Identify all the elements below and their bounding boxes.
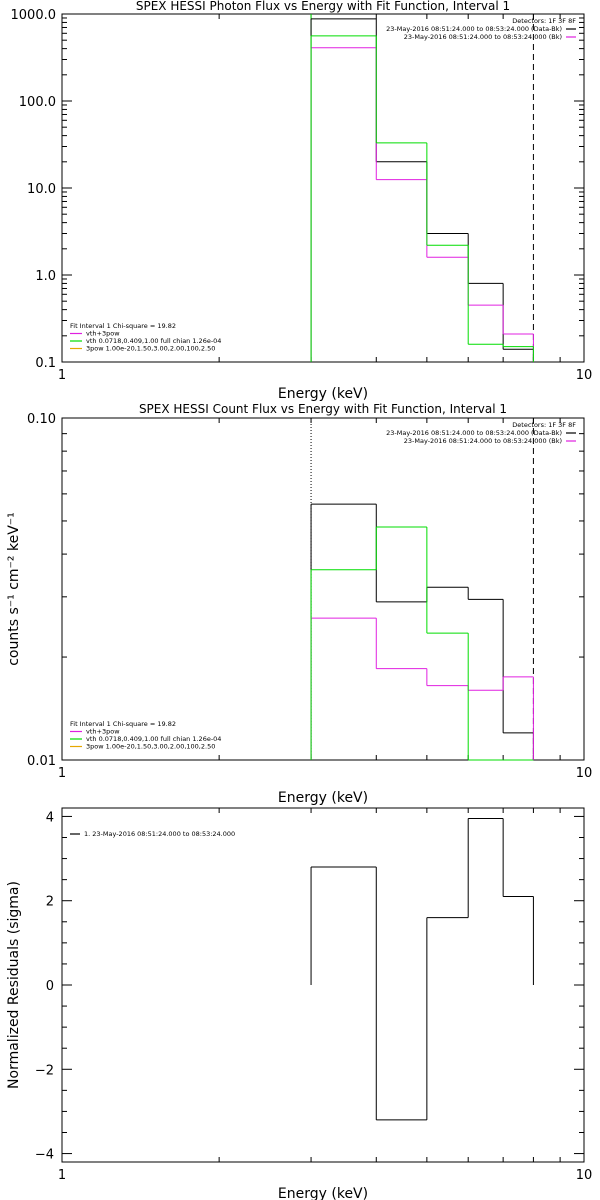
chart-panel-3: 1 10 Energy (keV) −4 −2 0 2 4 Normalized Residua… [6, 807, 593, 1200]
x-tick-label: 1 [58, 766, 66, 781]
x-axis-label: Energy (keV) [278, 790, 368, 806]
series-2 [310, 47, 534, 362]
legend-header: Detectors: 1F 3F 8F [512, 421, 576, 429]
legend-entry-label: 3pow 1.00e-20,1.50,3.00,2.00,100,2.50 [86, 345, 215, 353]
y-tick-label: 0.10 [27, 412, 56, 427]
legend-header: Fit Interval 1 Chi-square = 19.82 [70, 322, 176, 330]
series-1 [310, 503, 534, 760]
legend-header: Detectors: 1F 3F 8F [512, 17, 576, 25]
y-tick-label: 4 [46, 810, 54, 825]
legend-entry-label: 23-May-2016 08:51:24.000 to 08:53:24.000… [386, 25, 562, 33]
y-axis-label: Normalized Residuals (sigma) [6, 881, 22, 1089]
y-tick-label: 100.0 [19, 95, 56, 110]
plot-frame [61, 13, 585, 363]
y-axis-label: counts s⁻¹ cm⁻² keV⁻¹ [6, 512, 22, 666]
y-tick-label: 0 [46, 979, 54, 994]
legend-entry-label: vth 0.0718,0.409,1.00 full chian 1.26e-0… [86, 337, 221, 345]
legend-entry-label: vth+3pow [86, 728, 120, 736]
y-tick-label: 1000.0 [11, 8, 57, 23]
legend-entry-label: vth 0.0718,0.409,1.00 full chian 1.26e-0… [86, 735, 221, 743]
x-axis-label: Energy (keV) [278, 386, 368, 402]
chart-title: SPEX HESSI Photon Flux vs Energy with Fi… [136, 0, 510, 13]
chart-panel-1: SPEX HESSI Photon Flux vs Energy with Fi… [11, 0, 593, 402]
y-tick-label: −2 [35, 1063, 54, 1078]
x-axis-label: Energy (keV) [278, 1186, 368, 1200]
series-1 [310, 18, 534, 362]
series-3 [310, 526, 534, 761]
legend-entry-label: 23-May-2016 08:51:24.000 to 08:53:24.000… [404, 437, 562, 445]
legend-entry-label: 23-May-2016 08:51:24.000 to 08:53:24.000… [386, 429, 562, 437]
x-tick-label: 1 [58, 1168, 66, 1183]
x-tick-label: 10 [576, 766, 593, 781]
y-tick-label: −4 [35, 1148, 54, 1163]
x-tick-label: 10 [576, 368, 593, 383]
y-tick-label: 1.0 [35, 269, 56, 284]
y-tick-label: 2 [46, 895, 54, 910]
plot-frame [61, 807, 585, 1163]
y-tick-label: 0.01 [27, 754, 56, 769]
chart-panel-2: SPEX HESSI Count Flux vs Energy with Fit… [6, 402, 592, 806]
plot-frame [61, 417, 585, 761]
series-3 [310, 35, 534, 362]
x-tick-label: 10 [576, 1168, 593, 1183]
chart-title: SPEX HESSI Count Flux vs Energy with Fit… [139, 402, 507, 416]
y-tick-label: 10.0 [27, 182, 56, 197]
legend-entry-label: 3pow 1.00e-20,1.50,3.00,2.00,100,2.50 [86, 743, 215, 751]
legend-entry-label: 1. 23-May-2016 08:51:24.000 to 08:53:24.… [84, 830, 235, 838]
legend-entry-label: vth+3pow [86, 330, 120, 338]
series-1 [310, 818, 534, 1121]
legend-header: Fit Interval 1 Chi-square = 19.82 [70, 720, 176, 728]
series-2 [310, 617, 534, 760]
x-tick-label: 1 [58, 368, 66, 383]
legend-entry-label: 23-May-2016 08:51:24.000 to 08:53:24.000… [404, 33, 562, 41]
y-tick-label: 0.1 [35, 356, 56, 371]
